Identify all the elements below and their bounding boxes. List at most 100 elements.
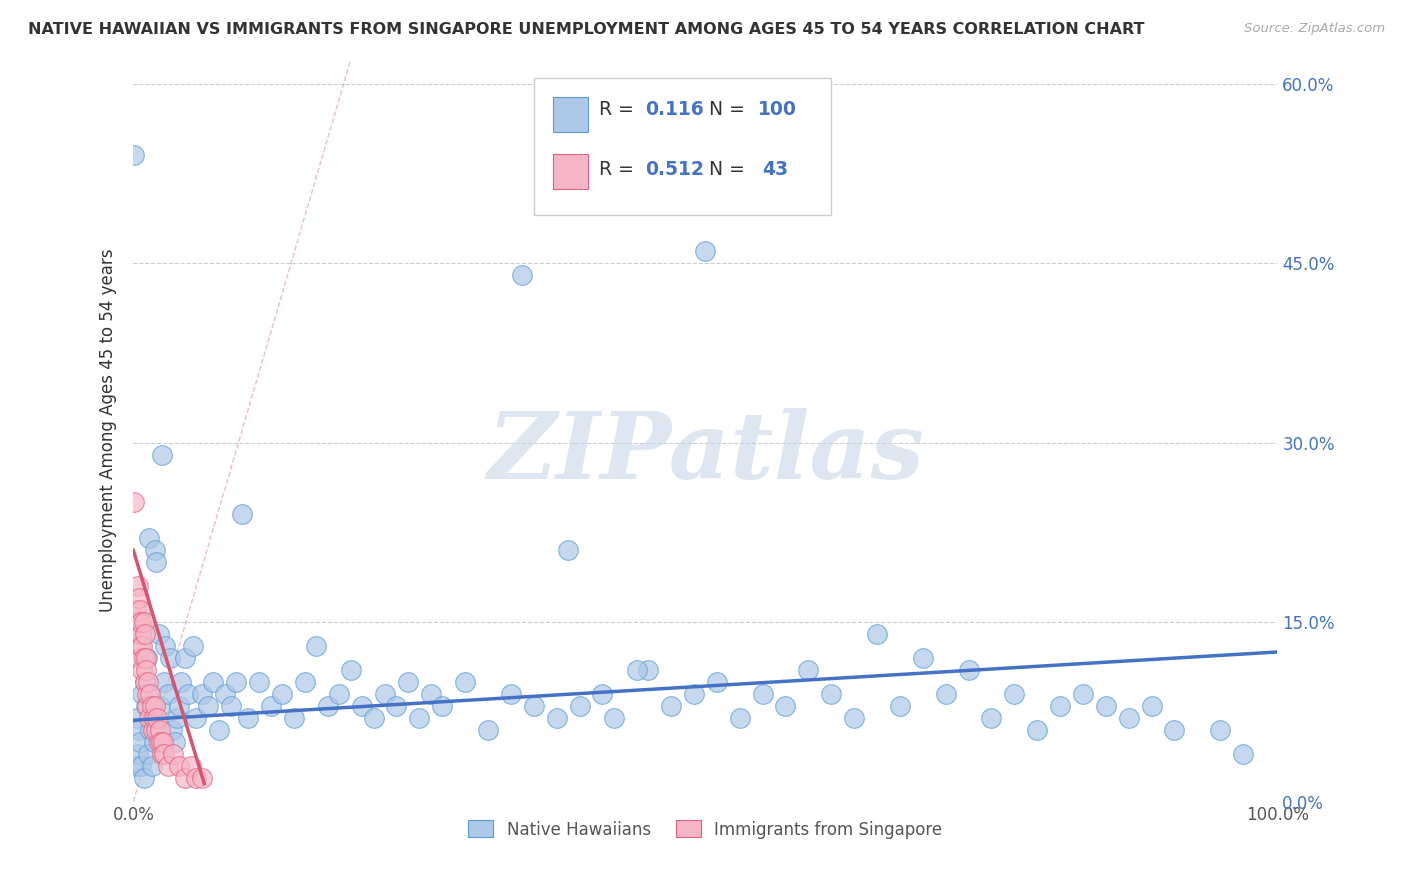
Point xyxy=(138,531,160,545)
Point xyxy=(499,687,522,701)
Point xyxy=(156,758,179,772)
Point xyxy=(191,687,214,701)
Point xyxy=(637,663,659,677)
Point xyxy=(980,711,1002,725)
Point xyxy=(477,723,499,737)
Point xyxy=(510,268,533,282)
Point xyxy=(136,747,159,761)
Point xyxy=(454,674,477,689)
Point xyxy=(591,687,613,701)
Point xyxy=(247,674,270,689)
Point xyxy=(135,663,157,677)
Point xyxy=(1209,723,1232,737)
Point xyxy=(1163,723,1185,737)
Point xyxy=(131,758,153,772)
Point xyxy=(294,674,316,689)
Point xyxy=(271,687,294,701)
Point xyxy=(134,627,156,641)
Point xyxy=(1071,687,1094,701)
Point xyxy=(523,698,546,713)
Point xyxy=(889,698,911,713)
Point xyxy=(155,639,177,653)
Point xyxy=(127,579,149,593)
Text: 0.512: 0.512 xyxy=(645,160,703,178)
FancyBboxPatch shape xyxy=(534,78,831,215)
Point xyxy=(626,663,648,677)
Point xyxy=(128,651,150,665)
Point xyxy=(142,735,165,749)
Point xyxy=(128,723,150,737)
Point xyxy=(695,244,717,258)
Point xyxy=(186,771,208,785)
Point xyxy=(283,711,305,725)
Point xyxy=(363,711,385,725)
Point xyxy=(214,687,236,701)
Point xyxy=(124,495,146,509)
Point xyxy=(129,603,152,617)
Point xyxy=(141,698,163,713)
Point xyxy=(131,627,153,641)
Point xyxy=(170,674,193,689)
Point xyxy=(866,627,889,641)
Point xyxy=(259,698,281,713)
Point xyxy=(145,555,167,569)
Point xyxy=(148,627,170,641)
Point xyxy=(352,698,374,713)
Point xyxy=(751,687,773,701)
Point xyxy=(142,711,165,725)
Point xyxy=(124,603,146,617)
Point xyxy=(1118,711,1140,725)
Point xyxy=(911,651,934,665)
Point xyxy=(820,687,842,701)
Point xyxy=(197,698,219,713)
Point xyxy=(177,687,200,701)
Point xyxy=(236,711,259,725)
Text: R =: R = xyxy=(599,101,640,120)
Point xyxy=(568,698,591,713)
Y-axis label: Unemployment Among Ages 45 to 54 years: Unemployment Among Ages 45 to 54 years xyxy=(100,249,117,612)
Point xyxy=(163,735,186,749)
Text: ZIPatlas: ZIPatlas xyxy=(486,408,924,498)
Point xyxy=(135,651,157,665)
Point xyxy=(149,735,172,749)
Point xyxy=(706,674,728,689)
Point xyxy=(139,723,162,737)
Point xyxy=(231,508,253,522)
Point xyxy=(173,771,195,785)
Point xyxy=(152,735,174,749)
Point xyxy=(134,674,156,689)
Point xyxy=(166,711,188,725)
Point xyxy=(129,735,152,749)
Point xyxy=(181,639,204,653)
Point xyxy=(143,543,166,558)
Point xyxy=(131,615,153,629)
Point xyxy=(208,723,231,737)
Point xyxy=(339,663,361,677)
Point xyxy=(138,711,160,725)
Point xyxy=(1002,687,1025,701)
Point xyxy=(143,698,166,713)
Text: 0.116: 0.116 xyxy=(645,101,703,120)
Point xyxy=(603,711,626,725)
Point xyxy=(167,698,190,713)
Point xyxy=(728,711,751,725)
Point xyxy=(127,747,149,761)
Point xyxy=(191,771,214,785)
Point xyxy=(186,711,208,725)
Point xyxy=(131,639,153,653)
Point xyxy=(557,543,579,558)
Point xyxy=(153,747,176,761)
Text: 100: 100 xyxy=(758,101,797,120)
Point xyxy=(136,698,159,713)
Point xyxy=(180,758,202,772)
Point xyxy=(127,615,149,629)
Point xyxy=(1026,723,1049,737)
Point xyxy=(1094,698,1116,713)
Text: R =: R = xyxy=(599,160,640,178)
Legend: Native Hawaiians, Immigrants from Singapore: Native Hawaiians, Immigrants from Singap… xyxy=(461,814,949,846)
Point xyxy=(328,687,350,701)
Point xyxy=(202,674,225,689)
Point xyxy=(148,735,170,749)
Point xyxy=(132,651,155,665)
Point xyxy=(683,687,706,701)
